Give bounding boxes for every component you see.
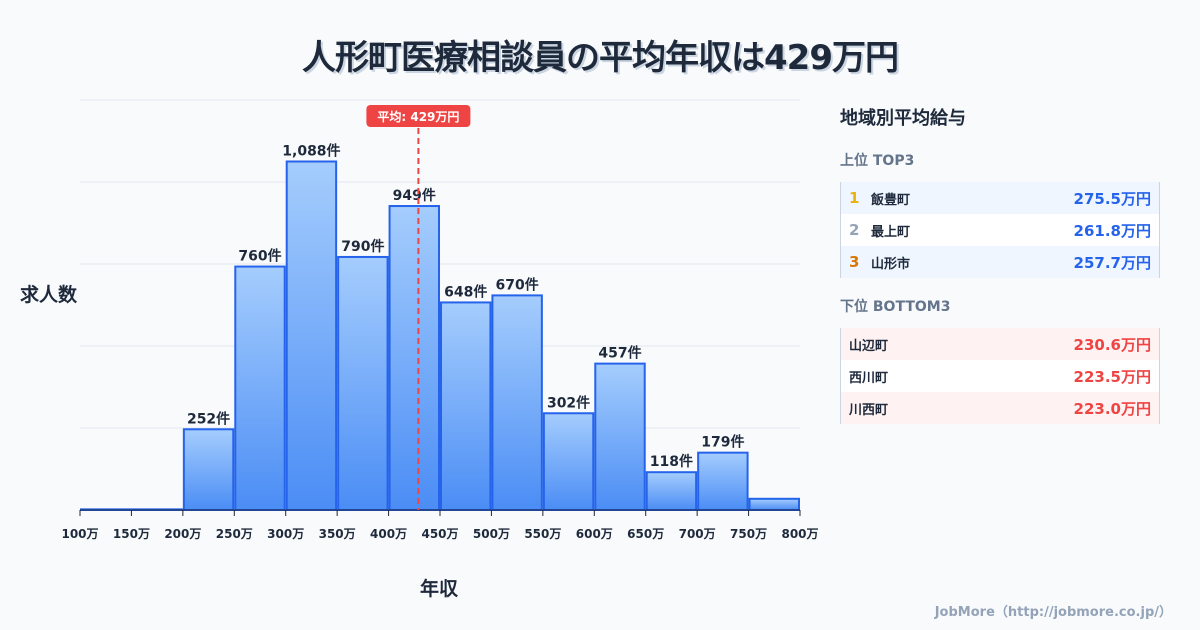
salary-value: 261.8万円 — [1073, 221, 1151, 240]
mean-label: 平均: 429万円 — [377, 109, 459, 124]
bar-data-label: 252件 — [187, 410, 230, 427]
salary-value: 223.0万円 — [1073, 399, 1151, 418]
regional-salary-panel: 地域別平均給与 上位 TOP3 1 飯豊町 275.5万円 2 最上町 261.8万円 … — [840, 104, 1160, 442]
bar-data-label: 790件 — [341, 238, 384, 255]
footer-credit: JobMore（http://jobmore.co.jp/） — [934, 605, 1172, 620]
x-tick-label: 150万 — [113, 527, 150, 541]
y-axis-label: 求人数 — [20, 284, 78, 306]
salary-value: 275.5万円 — [1073, 189, 1151, 208]
page-title: 人形町医療相談員の平均年収は429万円 — [302, 38, 899, 78]
x-tick-label: 800万 — [781, 527, 818, 541]
bar-data-label: 118件 — [650, 453, 693, 470]
histogram-bar — [388, 205, 441, 511]
x-tick-label: 650万 — [627, 527, 664, 541]
region-name: 川西町 — [849, 402, 889, 418]
bar-data-label: 949件 — [393, 187, 436, 204]
x-tick-label: 600万 — [576, 527, 613, 541]
x-tick-label: 450万 — [421, 527, 458, 541]
x-tick-label: 400万 — [370, 527, 407, 541]
region-name: 西川町 — [849, 370, 889, 386]
histogram-chart: 252件 760件 1,088件 790件 949件 648件 670件 302件 457件 11… — [61, 99, 819, 541]
bar-data-label: 1,088件 — [282, 143, 340, 160]
bar-data-label: 457件 — [598, 345, 641, 362]
table-row: 3 山形市 257.7万円 — [841, 246, 1159, 278]
histogram-bar — [337, 255, 389, 511]
table-row: 川西町 223.0万円 — [841, 392, 1159, 424]
salary-value: 230.6万円 — [1073, 335, 1151, 354]
bottom3-heading: 下位 BOTTOM3 — [840, 299, 951, 315]
histogram-bar — [234, 265, 286, 511]
top3-table: 1 飯豊町 275.5万円 2 最上町 261.8万円 3 山形市 257.7万円 — [840, 182, 1160, 278]
table-row: 2 最上町 261.8万円 — [841, 214, 1159, 246]
histogram-bar — [697, 451, 749, 511]
mean-badge — [366, 105, 471, 127]
x-tick-label: 350万 — [319, 527, 356, 541]
region-name: 山形市 — [871, 256, 911, 272]
x-tick-label: 700万 — [679, 527, 716, 541]
region-name: 最上町 — [871, 224, 911, 240]
x-tick-label: 500万 — [473, 527, 510, 541]
histogram-bar — [285, 160, 338, 511]
salary-value: 223.5万円 — [1073, 367, 1151, 386]
bottom3-table: 山辺町 230.6万円 西川町 223.5万円 川西町 223.0万円 — [840, 328, 1160, 424]
histogram-bar — [491, 294, 543, 511]
bar-data-label: 648件 — [444, 283, 487, 300]
region-name: 飯豊町 — [871, 192, 911, 208]
histogram-bar — [440, 301, 492, 511]
region-name: 山辺町 — [849, 338, 889, 354]
salary-value: 257.7万円 — [1073, 253, 1151, 272]
histogram-bar — [748, 497, 800, 511]
x-tick-label: 300万 — [267, 527, 304, 541]
top3-heading: 上位 TOP3 — [840, 153, 915, 169]
bar-data-label: 179件 — [701, 434, 744, 451]
table-row: 西川町 223.5万円 — [841, 360, 1159, 392]
rank: 3 — [849, 253, 860, 271]
x-tick-label: 750万 — [730, 527, 767, 541]
bar-data-label: 760件 — [238, 248, 281, 265]
histogram-bar — [542, 412, 595, 511]
rank: 2 — [849, 221, 860, 239]
histogram-bar — [594, 362, 646, 511]
x-tick-label: 100万 — [61, 527, 98, 541]
histogram-bar — [182, 428, 235, 511]
panel-title: 地域別平均給与 — [840, 108, 966, 129]
x-tick-label: 550万 — [524, 527, 561, 541]
table-row: 1 飯豊町 275.5万円 — [841, 182, 1159, 214]
table-row: 山辺町 230.6万円 — [841, 328, 1159, 360]
bar-data-label: 302件 — [547, 394, 590, 411]
x-axis-label: 年収 — [420, 578, 459, 600]
x-tick-label: 250万 — [216, 527, 253, 541]
bar-data-label: 670件 — [496, 276, 539, 293]
x-tick-label: 200万 — [164, 527, 201, 541]
histogram-bar — [645, 471, 698, 511]
rank: 1 — [849, 189, 860, 207]
